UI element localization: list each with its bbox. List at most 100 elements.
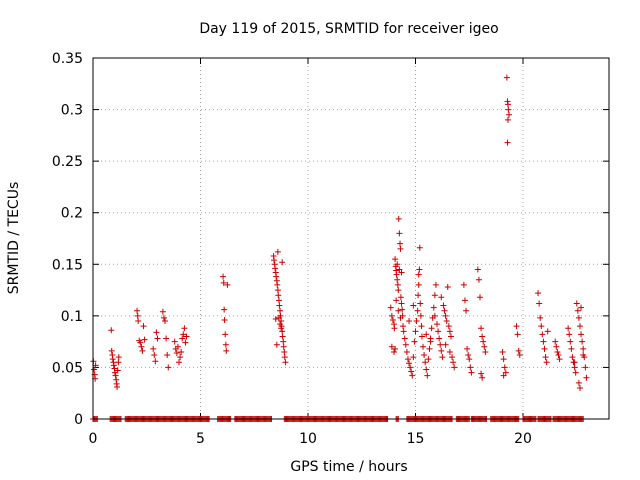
data-point (274, 248, 281, 255)
data-point (421, 352, 428, 359)
data-point (575, 379, 582, 386)
y-tick-label: 0.15 (52, 257, 83, 273)
data-point (565, 325, 572, 332)
data-point (568, 345, 575, 352)
data-point (411, 338, 418, 345)
data-point (138, 343, 145, 350)
data-point (513, 323, 520, 330)
data-point (554, 348, 561, 355)
data-point (275, 314, 282, 321)
data-point (171, 338, 178, 345)
data-point (404, 356, 411, 363)
data-point (396, 230, 403, 237)
data-point (540, 338, 547, 345)
data-point (401, 335, 408, 342)
data-point (442, 312, 449, 319)
data-point (182, 339, 189, 346)
data-point (444, 283, 451, 290)
data-point (537, 314, 544, 321)
data-point (162, 318, 169, 325)
data-point (112, 372, 119, 379)
data-point (544, 328, 551, 335)
data-point (428, 325, 435, 332)
data-point (389, 316, 396, 323)
data-point (479, 333, 486, 340)
data-point (514, 331, 521, 338)
data-point (576, 385, 583, 392)
data-point (538, 323, 545, 330)
data-point (580, 352, 587, 359)
chart-title: Day 119 of 2015, SRMTID for receiver ige… (199, 21, 498, 37)
x-tick-label: 10 (299, 431, 317, 447)
data-point (463, 307, 470, 314)
x-tick-label: 20 (514, 431, 532, 447)
data-point (400, 328, 407, 335)
data-point (150, 345, 157, 352)
data-point (542, 354, 549, 361)
data-point (478, 370, 485, 377)
data-point (410, 354, 417, 361)
data-point (399, 306, 406, 313)
data-point (543, 359, 550, 366)
data-point (396, 266, 403, 273)
data-point (417, 300, 424, 307)
data-point (504, 139, 511, 146)
data-point (388, 312, 395, 319)
data-point (220, 273, 227, 280)
data-point (152, 358, 159, 365)
data-point (276, 302, 283, 309)
data-point (409, 372, 416, 379)
data-point (272, 315, 279, 322)
data-point (278, 318, 285, 325)
data-point (153, 329, 160, 336)
data-point (506, 111, 513, 118)
data-point (505, 106, 512, 113)
data-point (450, 359, 457, 366)
data-point (407, 364, 414, 371)
data-point (500, 372, 507, 379)
data-point (394, 261, 401, 268)
data-point (397, 245, 404, 252)
data-point (274, 287, 281, 294)
data-point (439, 354, 446, 361)
data-point (388, 343, 395, 350)
data-point (394, 276, 401, 283)
data-point (221, 316, 228, 323)
data-point (391, 325, 398, 332)
data-point (415, 271, 422, 278)
data-point (481, 343, 488, 350)
data-point (397, 314, 404, 321)
data-point (571, 359, 578, 366)
data-point (447, 333, 454, 340)
data-point (579, 338, 586, 345)
y-tick-label: 0.3 (61, 103, 83, 119)
data-point (402, 341, 409, 348)
data-point (516, 352, 523, 359)
data-point (446, 328, 453, 335)
data-points (90, 74, 590, 422)
data-point (397, 294, 404, 301)
data-point (134, 312, 141, 319)
data-point (174, 343, 181, 350)
data-point (413, 318, 420, 325)
data-point (134, 307, 141, 314)
data-point (177, 354, 184, 361)
data-point (176, 359, 182, 366)
data-point (395, 307, 402, 314)
y-tick-label: 0.35 (52, 51, 83, 67)
data-point (179, 335, 186, 342)
data-point (451, 364, 458, 371)
data-point (222, 331, 229, 338)
data-point (394, 281, 401, 288)
y-tick-label: 0.2 (61, 206, 83, 222)
data-point (449, 354, 456, 361)
data-point (416, 244, 423, 251)
data-point (424, 372, 431, 379)
data-point (464, 345, 471, 352)
data-point (91, 366, 98, 373)
y-axis: 0 0.05 0.1 0.15 0.2 0.25 0.3 0.35 (52, 51, 609, 428)
data-point (569, 354, 576, 361)
data-point (414, 307, 421, 314)
data-point (431, 292, 438, 299)
